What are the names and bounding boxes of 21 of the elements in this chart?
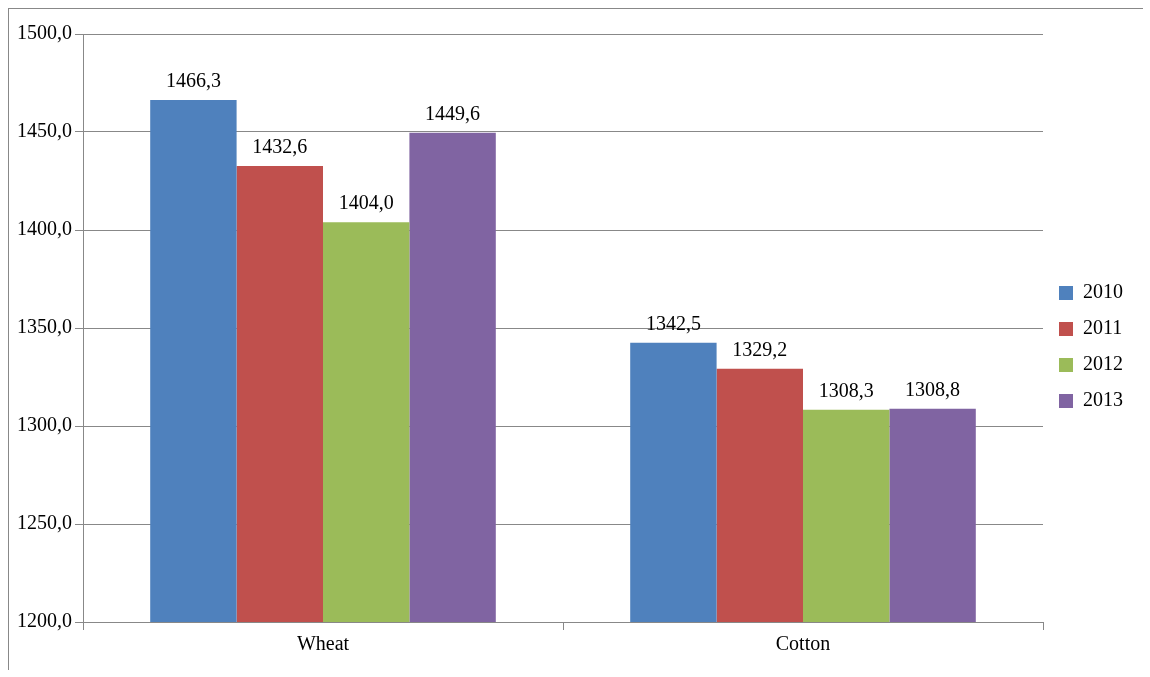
y-tick-label: 1350,0 <box>17 315 72 338</box>
data-label: 1449,6 <box>425 102 481 125</box>
y-tick-label: 1450,0 <box>17 119 72 142</box>
x-tick-label: Cotton <box>775 632 831 655</box>
y-tick-label: 1400,0 <box>17 217 72 240</box>
data-label: 1308,8 <box>905 378 961 400</box>
legend-label: 2012 <box>1083 352 1123 375</box>
data-label: 1342,5 <box>645 311 701 334</box>
data-label: 1432,6 <box>252 135 308 158</box>
legend-label: 2011 <box>1083 316 1123 339</box>
y-tick-label: 1300,0 <box>17 413 72 436</box>
legend-label: 2010 <box>1083 280 1123 303</box>
data-label: 1329,2 <box>732 338 788 361</box>
data-label: 1308,3 <box>818 378 874 401</box>
y-tick-label: 1500,0 <box>17 21 72 44</box>
y-tick-label: 1200,0 <box>17 609 72 632</box>
y-tick-label: 1250,0 <box>17 511 72 534</box>
data-label: 1404,0 <box>338 191 394 214</box>
data-label: 1466,3 <box>165 69 221 92</box>
legend-label: 2013 <box>1083 388 1123 411</box>
x-tick-label: Wheat <box>296 632 350 655</box>
